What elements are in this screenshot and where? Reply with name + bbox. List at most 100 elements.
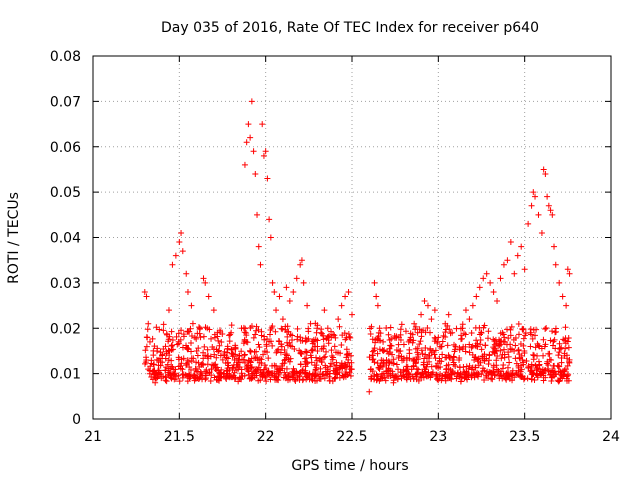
roti-band-point xyxy=(143,354,150,361)
roti-band-point xyxy=(561,337,568,344)
roti-band-point xyxy=(499,375,506,382)
roti-band-point xyxy=(149,335,156,342)
roti-point xyxy=(376,325,383,332)
roti-point xyxy=(407,334,414,341)
roti-band-point xyxy=(390,356,397,363)
roti-band-point xyxy=(184,346,191,353)
roti-band-point xyxy=(520,335,527,342)
roti-band-point xyxy=(423,355,430,362)
roti-point xyxy=(293,275,300,282)
roti-band-point xyxy=(318,345,325,352)
roti-band-point xyxy=(346,369,353,376)
roti-band-point xyxy=(401,373,408,380)
roti-point xyxy=(497,275,504,282)
roti-point xyxy=(235,366,242,373)
roti-band-point xyxy=(273,349,280,356)
roti-band-point xyxy=(301,355,308,362)
roti-band-point xyxy=(263,343,270,350)
roti-band-point xyxy=(422,351,429,358)
y-tick-label: 0.07 xyxy=(50,94,81,110)
roti-band-point xyxy=(476,324,483,331)
roti-band-point xyxy=(250,334,257,341)
roti-band-point xyxy=(549,328,556,335)
roti-band-point xyxy=(555,378,562,385)
roti-band-point xyxy=(532,344,539,351)
roti-band-point xyxy=(495,343,502,350)
roti-band-point xyxy=(204,346,211,353)
roti-band-point xyxy=(446,355,453,362)
roti-point xyxy=(369,352,376,359)
roti-band-point xyxy=(308,347,315,354)
roti-band-point xyxy=(333,349,340,356)
roti-band-point xyxy=(482,342,489,349)
roti-band-point xyxy=(189,320,196,327)
roti-band-point xyxy=(153,356,160,363)
roti-point xyxy=(559,293,566,300)
roti-band-point xyxy=(202,372,209,379)
roti-band-point xyxy=(194,352,201,359)
roti-band-point xyxy=(434,338,441,345)
roti-band-point xyxy=(562,340,569,347)
y-axis-label: ROTI / TECUs xyxy=(6,192,22,284)
roti-band-point xyxy=(427,374,434,381)
roti-point xyxy=(311,338,318,345)
roti-band-point xyxy=(328,360,334,367)
roti-band-point xyxy=(542,326,549,333)
x-tick-label: 22.5 xyxy=(336,429,367,445)
roti-band-point xyxy=(548,367,555,374)
roti-point xyxy=(152,379,159,386)
roti-point xyxy=(500,261,507,268)
x-tick-label: 21 xyxy=(84,429,102,445)
roti-band-point xyxy=(247,359,254,366)
roti-band-point xyxy=(211,351,218,358)
roti-band-point xyxy=(371,376,378,383)
roti-band-point xyxy=(345,356,352,363)
roti-point xyxy=(290,288,297,295)
roti-band-point xyxy=(205,352,212,359)
roti-band-point xyxy=(262,373,269,380)
roti-band-point xyxy=(252,368,259,375)
roti-band-point xyxy=(274,376,281,383)
roti-band-point xyxy=(558,373,565,380)
roti-point xyxy=(150,361,157,368)
roti-band-point xyxy=(548,377,555,384)
roti-band-point xyxy=(191,377,198,384)
roti-band-point xyxy=(232,344,239,351)
roti-band-point xyxy=(493,362,500,369)
roti-point xyxy=(452,343,459,350)
roti-band-point xyxy=(440,332,447,339)
roti-point xyxy=(530,189,537,196)
roti-band-point xyxy=(565,344,572,351)
roti-band-point xyxy=(171,376,178,383)
roti-band-point xyxy=(306,370,313,377)
roti-point xyxy=(276,293,283,300)
roti-band-point xyxy=(345,330,352,337)
roti-point xyxy=(162,343,169,350)
roti-point xyxy=(250,148,257,155)
roti-point xyxy=(314,347,321,354)
roti-band-point xyxy=(398,321,405,328)
roti-band-point xyxy=(224,367,231,374)
roti-band-point xyxy=(164,331,171,338)
roti-point xyxy=(462,307,469,314)
roti-band-point xyxy=(311,373,318,380)
chart-title: Day 035 of 2016, Rate Of TEC Index for r… xyxy=(161,20,539,36)
roti-point xyxy=(260,152,267,159)
roti-band-point xyxy=(565,377,572,384)
roti-band-point xyxy=(478,346,485,353)
roti-band-point xyxy=(325,340,332,347)
roti-band-point xyxy=(344,351,351,358)
roti-band-point xyxy=(516,354,523,361)
roti-point xyxy=(459,325,466,332)
data-points xyxy=(141,98,573,395)
roti-band-point xyxy=(308,359,315,366)
roti-band-point xyxy=(195,324,202,331)
roti-band-point xyxy=(445,365,452,372)
roti-band-point xyxy=(184,328,191,335)
roti-point xyxy=(283,284,290,291)
roti-band-point xyxy=(377,372,384,379)
roti-band-point xyxy=(148,373,155,380)
roti-band-point xyxy=(484,368,491,375)
roti-band-point xyxy=(413,376,420,383)
roti-band-point xyxy=(519,326,526,333)
